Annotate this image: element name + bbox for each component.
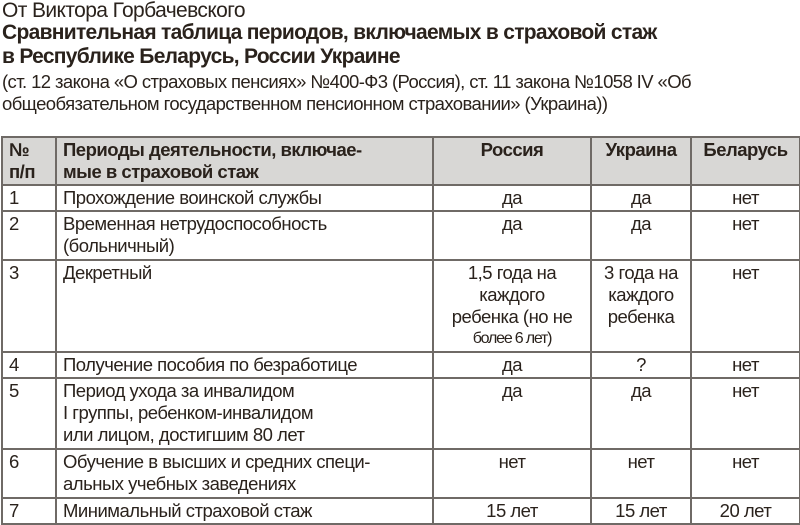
cell-ukraine: 3 года на каждого ребенка (590, 259, 692, 353)
table-row: 6 Обучение в высших и средних специ-альны… (1, 448, 800, 499)
cell-ukraine: 15 лет (590, 497, 692, 525)
cell-period: Обучение в высших и средних специ-альных… (55, 448, 434, 499)
cell-number: 4 (1, 351, 57, 379)
author-line: От Виктора Горбачевского (2, 0, 246, 22)
cell-russia: 1,5 года на каждого ребенка (но не более 6 … (432, 259, 592, 353)
table-row: 4 Получение пособия по безработице да? нет (1, 351, 800, 379)
header-number: № п/п (1, 136, 57, 186)
header-russia: Россия (432, 136, 592, 186)
cell-belarus: нет (690, 448, 800, 499)
cell-belarus: нет (690, 351, 800, 379)
cell-period: Прохождение воинской службы (55, 184, 434, 212)
header-period: Периоды деятельности, включае-мые в стра… (55, 136, 434, 186)
document-title: Сравнительная таблица периодов, включаем… (2, 21, 657, 69)
title-line: в Республике Беларусь, России Украине (2, 45, 401, 68)
cell-number: 7 (1, 497, 57, 525)
cell-number: 5 (1, 377, 57, 450)
header-belarus: Беларусь (690, 136, 800, 186)
table-row: 1 Прохождение воинской службы да да нет (1, 184, 800, 212)
cell-belarus: нет (690, 210, 800, 261)
cell-ukraine: да (590, 210, 692, 261)
cell-ukraine: да (590, 184, 692, 212)
table-row: 5 Период ухода за инвалидом I группы, ребе… (1, 377, 800, 450)
cell-number: 6 (1, 448, 57, 499)
table-row: 2 Временная нетрудоспособность (больничный… (1, 210, 800, 261)
cell-belarus: 20 лет (690, 497, 800, 525)
cell-ukraine: ? (590, 351, 692, 379)
cell-ukraine: да (590, 377, 692, 450)
cell-period: Декретный (55, 259, 434, 353)
cell-period: Получение пособия по безработице (55, 351, 434, 379)
cell-russia: да (432, 377, 592, 450)
cell-period: Минимальный страховой стаж (55, 497, 434, 525)
cell-number: 3 (1, 259, 57, 353)
cell-number: 2 (1, 210, 57, 261)
cell-russia: нет (432, 448, 592, 499)
cell-ukraine: нет (590, 448, 692, 499)
cell-period: Период ухода за инвалидом I группы, ребен… (55, 377, 434, 450)
cell-belarus: нет (690, 377, 800, 450)
cell-period: Временная нетрудоспособность (больничный) (55, 210, 434, 261)
cell-russia: да (432, 210, 592, 261)
cell-russia: 15 лет (432, 497, 592, 525)
table-header-row: № п/п Периоды деятельности, включае-мые в… (1, 136, 800, 186)
subtitle-line: общеобязательном государственном пенсион… (2, 93, 608, 114)
cell-belarus: нет (690, 259, 800, 353)
cell-number: 1 (1, 184, 57, 212)
title-line: Сравнительная таблица периодов, включаем… (2, 21, 657, 44)
header-ukraine: Украина (590, 136, 692, 186)
law-reference: (ст. 12 закона «О страховых пенсиях» №40… (2, 71, 800, 115)
cell-belarus: нет (690, 184, 800, 212)
subtitle-line: (ст. 12 закона «О страховых пенсиях» №40… (2, 71, 692, 92)
table-row: 7 Минимальный страховой стаж 15 лет 15 лет 2… (1, 497, 800, 525)
cell-russia: да (432, 351, 592, 379)
cell-russia: да (432, 184, 592, 212)
comparison-table: № п/п Периоды деятельности, включае-мые в… (1, 136, 800, 525)
table-row: 3 Декретный 1,5 года на каждого ребенка (но … (1, 259, 800, 353)
